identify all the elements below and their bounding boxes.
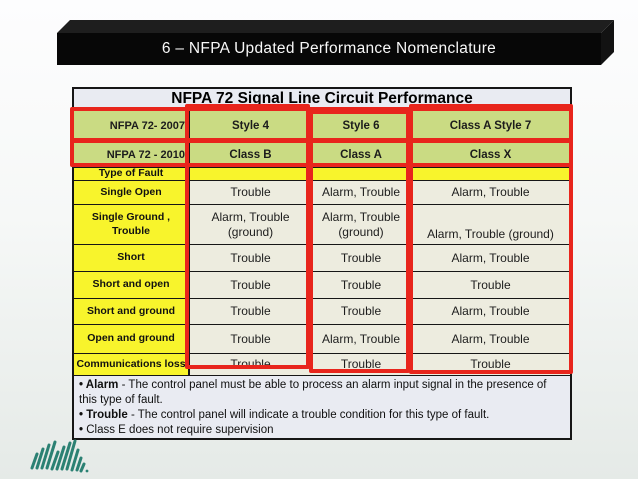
fault-value: Trouble bbox=[311, 298, 411, 324]
fault-label: Short and open bbox=[74, 271, 190, 298]
fault-value: Trouble bbox=[190, 244, 311, 271]
fault-label: Short and ground bbox=[74, 298, 190, 324]
fault-value: Trouble bbox=[411, 271, 570, 298]
fault-row-open-ground: Open and ground Trouble Alarm, Trouble A… bbox=[74, 324, 570, 353]
header-bar-bevel-right bbox=[601, 20, 614, 65]
footer-bullet-alarm: • Alarm - The control panel must be able… bbox=[79, 378, 565, 408]
fault-value: Trouble bbox=[190, 353, 311, 375]
table-title: NFPA 72 Signal Line Circuit Performance bbox=[171, 90, 473, 107]
slide-title: 6 – NFPA Updated Performance Nomenclatur… bbox=[161, 40, 497, 57]
fault-value: Trouble bbox=[190, 298, 311, 324]
edition-label-2010: NFPA 72 - 2010 bbox=[74, 142, 190, 167]
fault-value: Trouble bbox=[311, 271, 411, 298]
header-bar: 6 – NFPA Updated Performance Nomenclatur… bbox=[57, 33, 601, 65]
fault-value: Trouble bbox=[311, 244, 411, 271]
footer-bullet-classE: • Class E does not require supervision bbox=[79, 423, 565, 438]
performance-table: NFPA 72 Signal Line Circuit Performance … bbox=[72, 87, 572, 440]
fault-row-single-open: Single Open Trouble Alarm, Trouble Alarm… bbox=[74, 180, 570, 204]
edition-value-classX: Class X bbox=[411, 142, 570, 167]
fault-value: Alarm, Trouble bbox=[411, 244, 570, 271]
fault-label: Single Open bbox=[74, 180, 190, 204]
footer-text: Class E does not require supervision bbox=[83, 424, 274, 436]
table-title-row: NFPA 72 Signal Line Circuit Performance bbox=[74, 89, 570, 109]
fault-value: Alarm, Trouble bbox=[311, 180, 411, 204]
edition-label-2007: NFPA 72- 2007 bbox=[74, 109, 190, 142]
edition-value-style6: Style 6 bbox=[311, 109, 411, 142]
type-of-fault-label: Type of Fault bbox=[74, 167, 190, 180]
edition-row-2010: NFPA 72 - 2010 Class B Class A Class X bbox=[74, 142, 570, 167]
fault-label: Communications loss bbox=[74, 353, 190, 375]
fault-value: Alarm, Trouble bbox=[411, 324, 570, 353]
hatch-logo-icon bbox=[30, 439, 89, 473]
fault-value: Trouble bbox=[190, 324, 311, 353]
footer-term: • bbox=[79, 424, 84, 436]
fault-value: Trouble bbox=[190, 271, 311, 298]
fault-value: Alarm, Trouble (ground) bbox=[190, 204, 311, 244]
empty-cell bbox=[411, 167, 570, 180]
fault-value: Trouble bbox=[190, 180, 311, 204]
fault-value: Alarm, Trouble bbox=[411, 180, 570, 204]
fault-row-single-ground: Single Ground , Trouble Alarm, Trouble (… bbox=[74, 204, 570, 244]
edition-value-style4: Style 4 bbox=[190, 109, 311, 142]
fault-value: Alarm, Trouble (ground) bbox=[411, 204, 570, 244]
fault-value: Alarm, Trouble bbox=[411, 298, 570, 324]
footer-term: • Alarm bbox=[79, 379, 119, 391]
fault-value: Trouble bbox=[411, 353, 570, 375]
footer-bullet-trouble: • Trouble - The control panel will indic… bbox=[79, 408, 565, 423]
type-of-fault-row: Type of Fault bbox=[74, 167, 570, 180]
edition-value-classB: Class B bbox=[190, 142, 311, 167]
header-bar-bevel-top bbox=[57, 20, 614, 33]
fault-value: Alarm, Trouble bbox=[311, 324, 411, 353]
fault-label: Single Ground , Trouble bbox=[74, 204, 190, 244]
fault-row-communications-loss: Communications loss Trouble Trouble Trou… bbox=[74, 353, 570, 375]
fault-row-short-open: Short and open Trouble Trouble Trouble bbox=[74, 271, 570, 298]
edition-row-2007: NFPA 72- 2007 Style 4 Style 6 Class A St… bbox=[74, 109, 570, 142]
edition-value-classA7: Class A Style 7 bbox=[411, 109, 570, 142]
empty-cell bbox=[311, 167, 411, 180]
fault-row-short-ground: Short and ground Trouble Trouble Alarm, … bbox=[74, 298, 570, 324]
footer-notes: • Alarm - The control panel must be able… bbox=[74, 375, 570, 438]
fault-value: Alarm, Trouble (ground) bbox=[311, 204, 411, 244]
fault-label: Open and ground bbox=[74, 324, 190, 353]
empty-cell bbox=[190, 167, 311, 180]
fault-value: Trouble bbox=[311, 353, 411, 375]
footer-term: • Trouble bbox=[79, 409, 128, 421]
fault-label: Short bbox=[74, 244, 190, 271]
fault-row-short: Short Trouble Trouble Alarm, Trouble bbox=[74, 244, 570, 271]
edition-value-classA: Class A bbox=[311, 142, 411, 167]
footer-text: - The control panel will indicate a trou… bbox=[127, 409, 490, 421]
footer-text: - The control panel must be able to proc… bbox=[79, 379, 547, 406]
